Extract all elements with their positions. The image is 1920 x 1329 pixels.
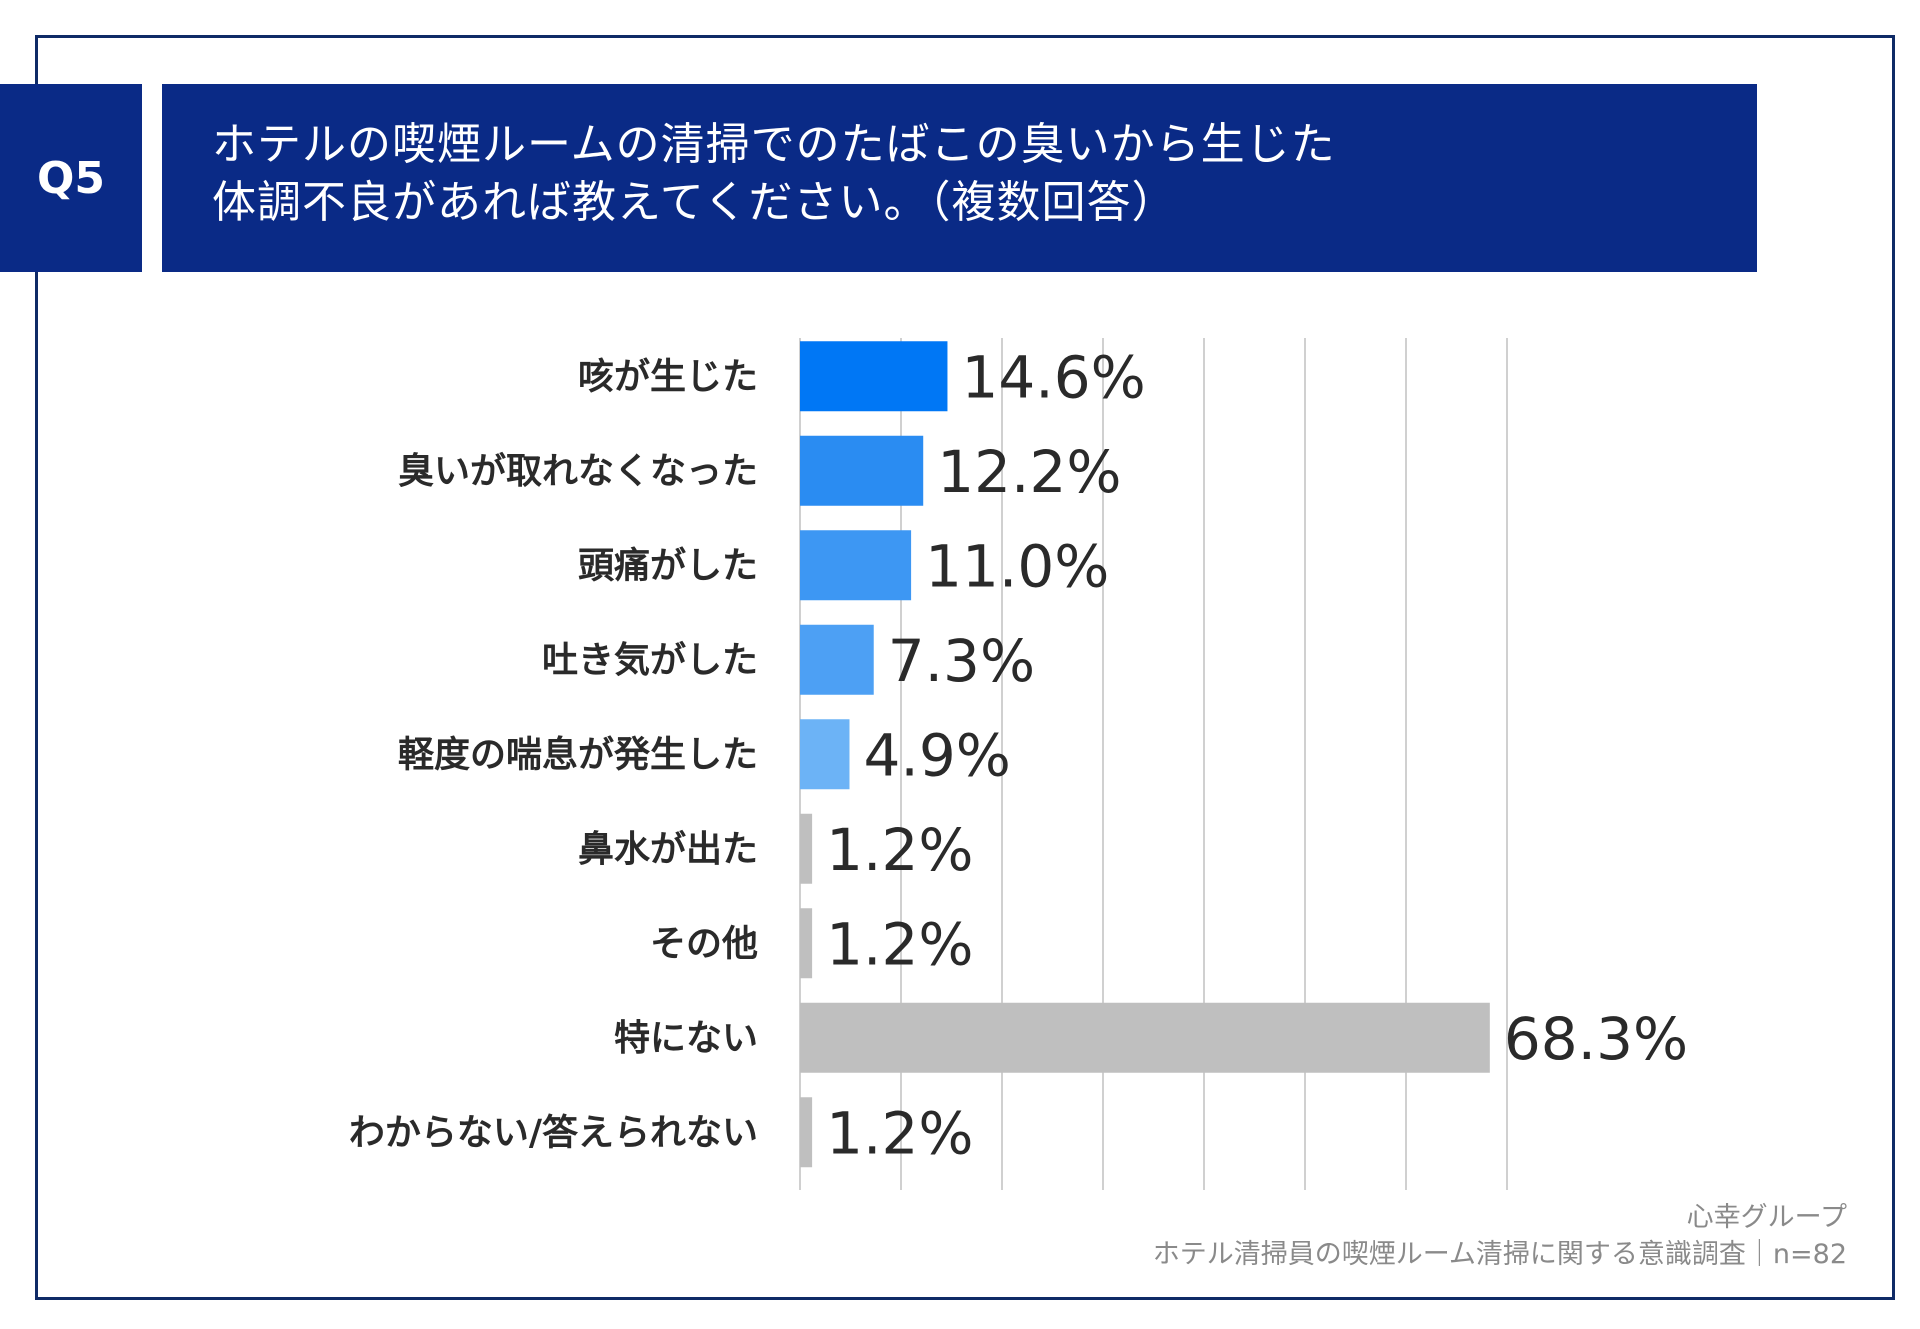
bar [800, 435, 924, 506]
question-badge: Q5 [0, 84, 142, 272]
category-label: 特にない [614, 1018, 758, 1059]
bar [800, 341, 948, 412]
data-label: 1.2% [826, 910, 973, 978]
bar [800, 530, 912, 601]
data-label: 1.2% [826, 1099, 973, 1167]
bar [800, 719, 850, 790]
question-title-line-2: 体調不良があれば教えてください。（複数回答） [212, 177, 1177, 228]
category-label: 臭いが取れなくなった [398, 451, 758, 492]
question-title-line-1: ホテルの喫煙ルームの清掃でのたばこの臭いから生じた [212, 119, 1336, 170]
bar [800, 908, 813, 979]
category-label: 軽度の喘息が発生した [398, 734, 758, 775]
bar [800, 813, 813, 884]
data-label: 4.9% [863, 721, 1010, 789]
source-group: 心幸グループ [1686, 1202, 1847, 1233]
category-label: わからない/答えられない [349, 1112, 758, 1153]
category-label: 頭痛がした [578, 545, 758, 586]
data-label: 7.3% [888, 627, 1035, 695]
data-label: 12.2% [937, 438, 1121, 506]
data-label: 1.2% [826, 816, 973, 884]
bar [800, 1097, 813, 1168]
category-label: その他 [650, 923, 758, 964]
chart-frame [35, 35, 1895, 1300]
data-label: 11.0% [925, 532, 1109, 600]
category-label: 鼻水が出た [578, 829, 758, 870]
data-label: 68.3% [1504, 1005, 1688, 1073]
category-label: 咳が生じた [578, 356, 758, 397]
question-title-box: ホテルの喫煙ルームの清掃でのたばこの臭いから生じた 体調不良があれば教えてくださ… [162, 84, 1757, 272]
source-survey: ホテル清掃員の喫煙ルーム清掃に関する意識調査｜n=82 [1152, 1239, 1847, 1270]
bar [800, 624, 874, 695]
data-label: 14.6% [961, 343, 1145, 411]
category-label: 吐き気がした [542, 640, 758, 681]
bar [800, 1002, 1490, 1073]
